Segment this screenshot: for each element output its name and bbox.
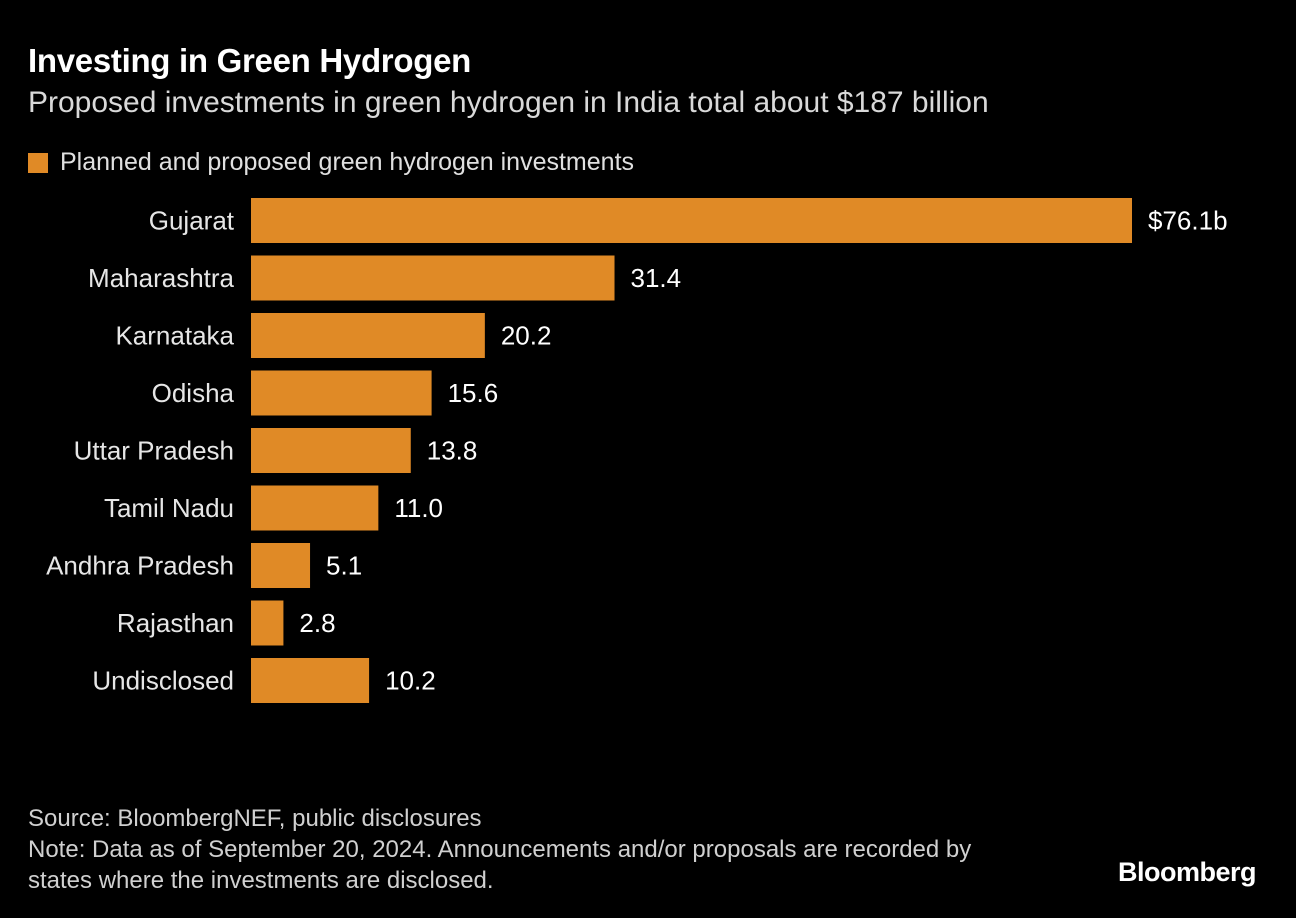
value-label: 11.0 bbox=[394, 493, 443, 523]
category-label: Rajasthan bbox=[117, 608, 234, 638]
legend-swatch bbox=[28, 152, 48, 173]
category-label: Gujarat bbox=[149, 206, 235, 236]
category-label: Andhra Pradesh bbox=[46, 551, 234, 581]
bloomberg-logo: Bloomberg bbox=[1117, 857, 1257, 887]
value-label: 2.8 bbox=[299, 608, 335, 638]
legend: Planned and proposed green hydrogen inve… bbox=[28, 148, 634, 177]
bar-maharashtra bbox=[251, 255, 615, 301]
bar-andhra-pradesh bbox=[251, 543, 311, 588]
bar-uttar-pradesh bbox=[251, 428, 411, 473]
value-label: $76.1b bbox=[1148, 206, 1228, 236]
footer: Source: BloombergNEF, public disclosures… bbox=[28, 803, 988, 896]
category-label: Tamil Nadu bbox=[104, 493, 234, 523]
legend-label: Planned and proposed green hydrogen inve… bbox=[60, 148, 635, 176]
value-label: 15.6 bbox=[448, 378, 499, 408]
category-label: Odisha bbox=[152, 378, 235, 408]
category-label: Maharashtra bbox=[88, 263, 234, 293]
bar-tamil-nadu bbox=[251, 485, 379, 531]
chart-title: Investing in Green Hydrogen bbox=[28, 42, 471, 79]
value-label: 10.2 bbox=[385, 666, 436, 696]
value-label: 20.2 bbox=[501, 321, 552, 351]
category-label: Undisclosed bbox=[92, 666, 234, 696]
source-note: Source: BloombergNEF, public disclosures bbox=[28, 805, 482, 832]
bar-undisclosed bbox=[251, 658, 370, 703]
data-note: Note: Data as of September 20, 2024. Ann… bbox=[28, 836, 972, 894]
value-label: 13.8 bbox=[427, 436, 478, 466]
bar-gujarat bbox=[251, 198, 1132, 243]
chart-subtitle: Proposed investments in green hydrogen i… bbox=[28, 86, 989, 119]
bar-rajasthan bbox=[251, 600, 284, 646]
bar-karnataka bbox=[251, 313, 485, 358]
bar-odisha bbox=[251, 370, 432, 416]
value-label: 5.1 bbox=[326, 551, 362, 581]
category-label: Karnataka bbox=[115, 321, 234, 351]
value-label: 31.4 bbox=[631, 263, 682, 293]
category-label: Uttar Pradesh bbox=[74, 436, 234, 466]
